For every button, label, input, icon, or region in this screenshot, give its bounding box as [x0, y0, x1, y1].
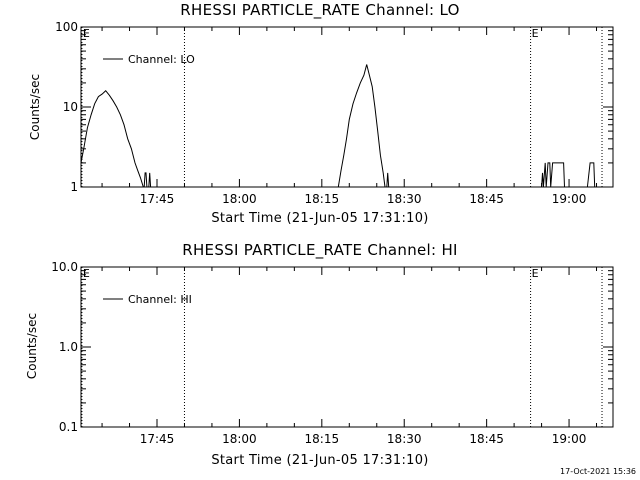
- x-axis-label-hi: Start Time (21-Jun-05 17:31:10): [211, 453, 429, 468]
- series-line-segment: [586, 162, 596, 188]
- x-tick-label: 18:30: [387, 192, 422, 206]
- plot-area-lo: 17:45 18:00 18:15 18:30 18:45 19:00 1 10 100 E E Ch…: [55, 20, 614, 206]
- series-line-segment: [337, 64, 386, 188]
- series-line-segment: [80, 89, 144, 188]
- legend-entry: Channel: HI: [128, 293, 192, 306]
- event-marker-label: E: [532, 267, 539, 280]
- y-tick-label: 10: [63, 100, 78, 114]
- footer-timestamp: 17-Oct-2021 15:36: [560, 467, 636, 476]
- series-line-segment: [541, 162, 565, 188]
- event-marker-label: E: [83, 27, 90, 40]
- x-tick-label: 18:15: [305, 432, 340, 446]
- y-tick-label: 0.1: [59, 420, 78, 434]
- plot-frame: [80, 266, 614, 428]
- x-tick-label: 19:00: [552, 432, 587, 446]
- y-tick-label: 1.0: [59, 340, 78, 354]
- chart-title-hi: RHESSI PARTICLE_RATE Channel: HI: [182, 241, 458, 259]
- legend-entry: Channel: LO: [128, 53, 195, 66]
- x-tick-label: 18:45: [469, 192, 504, 206]
- y-tick-label: 100: [55, 20, 78, 34]
- x-tick-label: 17:45: [140, 432, 175, 446]
- x-tick-label: 18:15: [305, 192, 340, 206]
- x-tick-label: 17:45: [140, 192, 175, 206]
- y-tick-label: 1: [70, 180, 78, 194]
- y-tick-label: 10.0: [51, 260, 78, 274]
- x-tick-label: 18:00: [222, 432, 257, 446]
- x-tick-label: 19:00: [552, 192, 587, 206]
- event-marker-label: E: [532, 27, 539, 40]
- x-axis-label-lo: Start Time (21-Jun-05 17:31:10): [211, 211, 429, 226]
- series-line-segment: [143, 172, 148, 188]
- plot-frame: [80, 26, 614, 188]
- x-tick-label: 18:45: [469, 432, 504, 446]
- plot-area-hi: 17:45 18:00 18:15 18:30 18:45 19:00 0.1 1.0 10.0…: [51, 260, 614, 446]
- series-line-segment: [386, 172, 390, 188]
- series-line-segment: [148, 172, 152, 188]
- chart-title-lo: RHESSI PARTICLE_RATE Channel: LO: [180, 1, 460, 19]
- event-marker-label: E: [83, 267, 90, 280]
- x-tick-label: 18:30: [387, 432, 422, 446]
- x-tick-label: 18:00: [222, 192, 257, 206]
